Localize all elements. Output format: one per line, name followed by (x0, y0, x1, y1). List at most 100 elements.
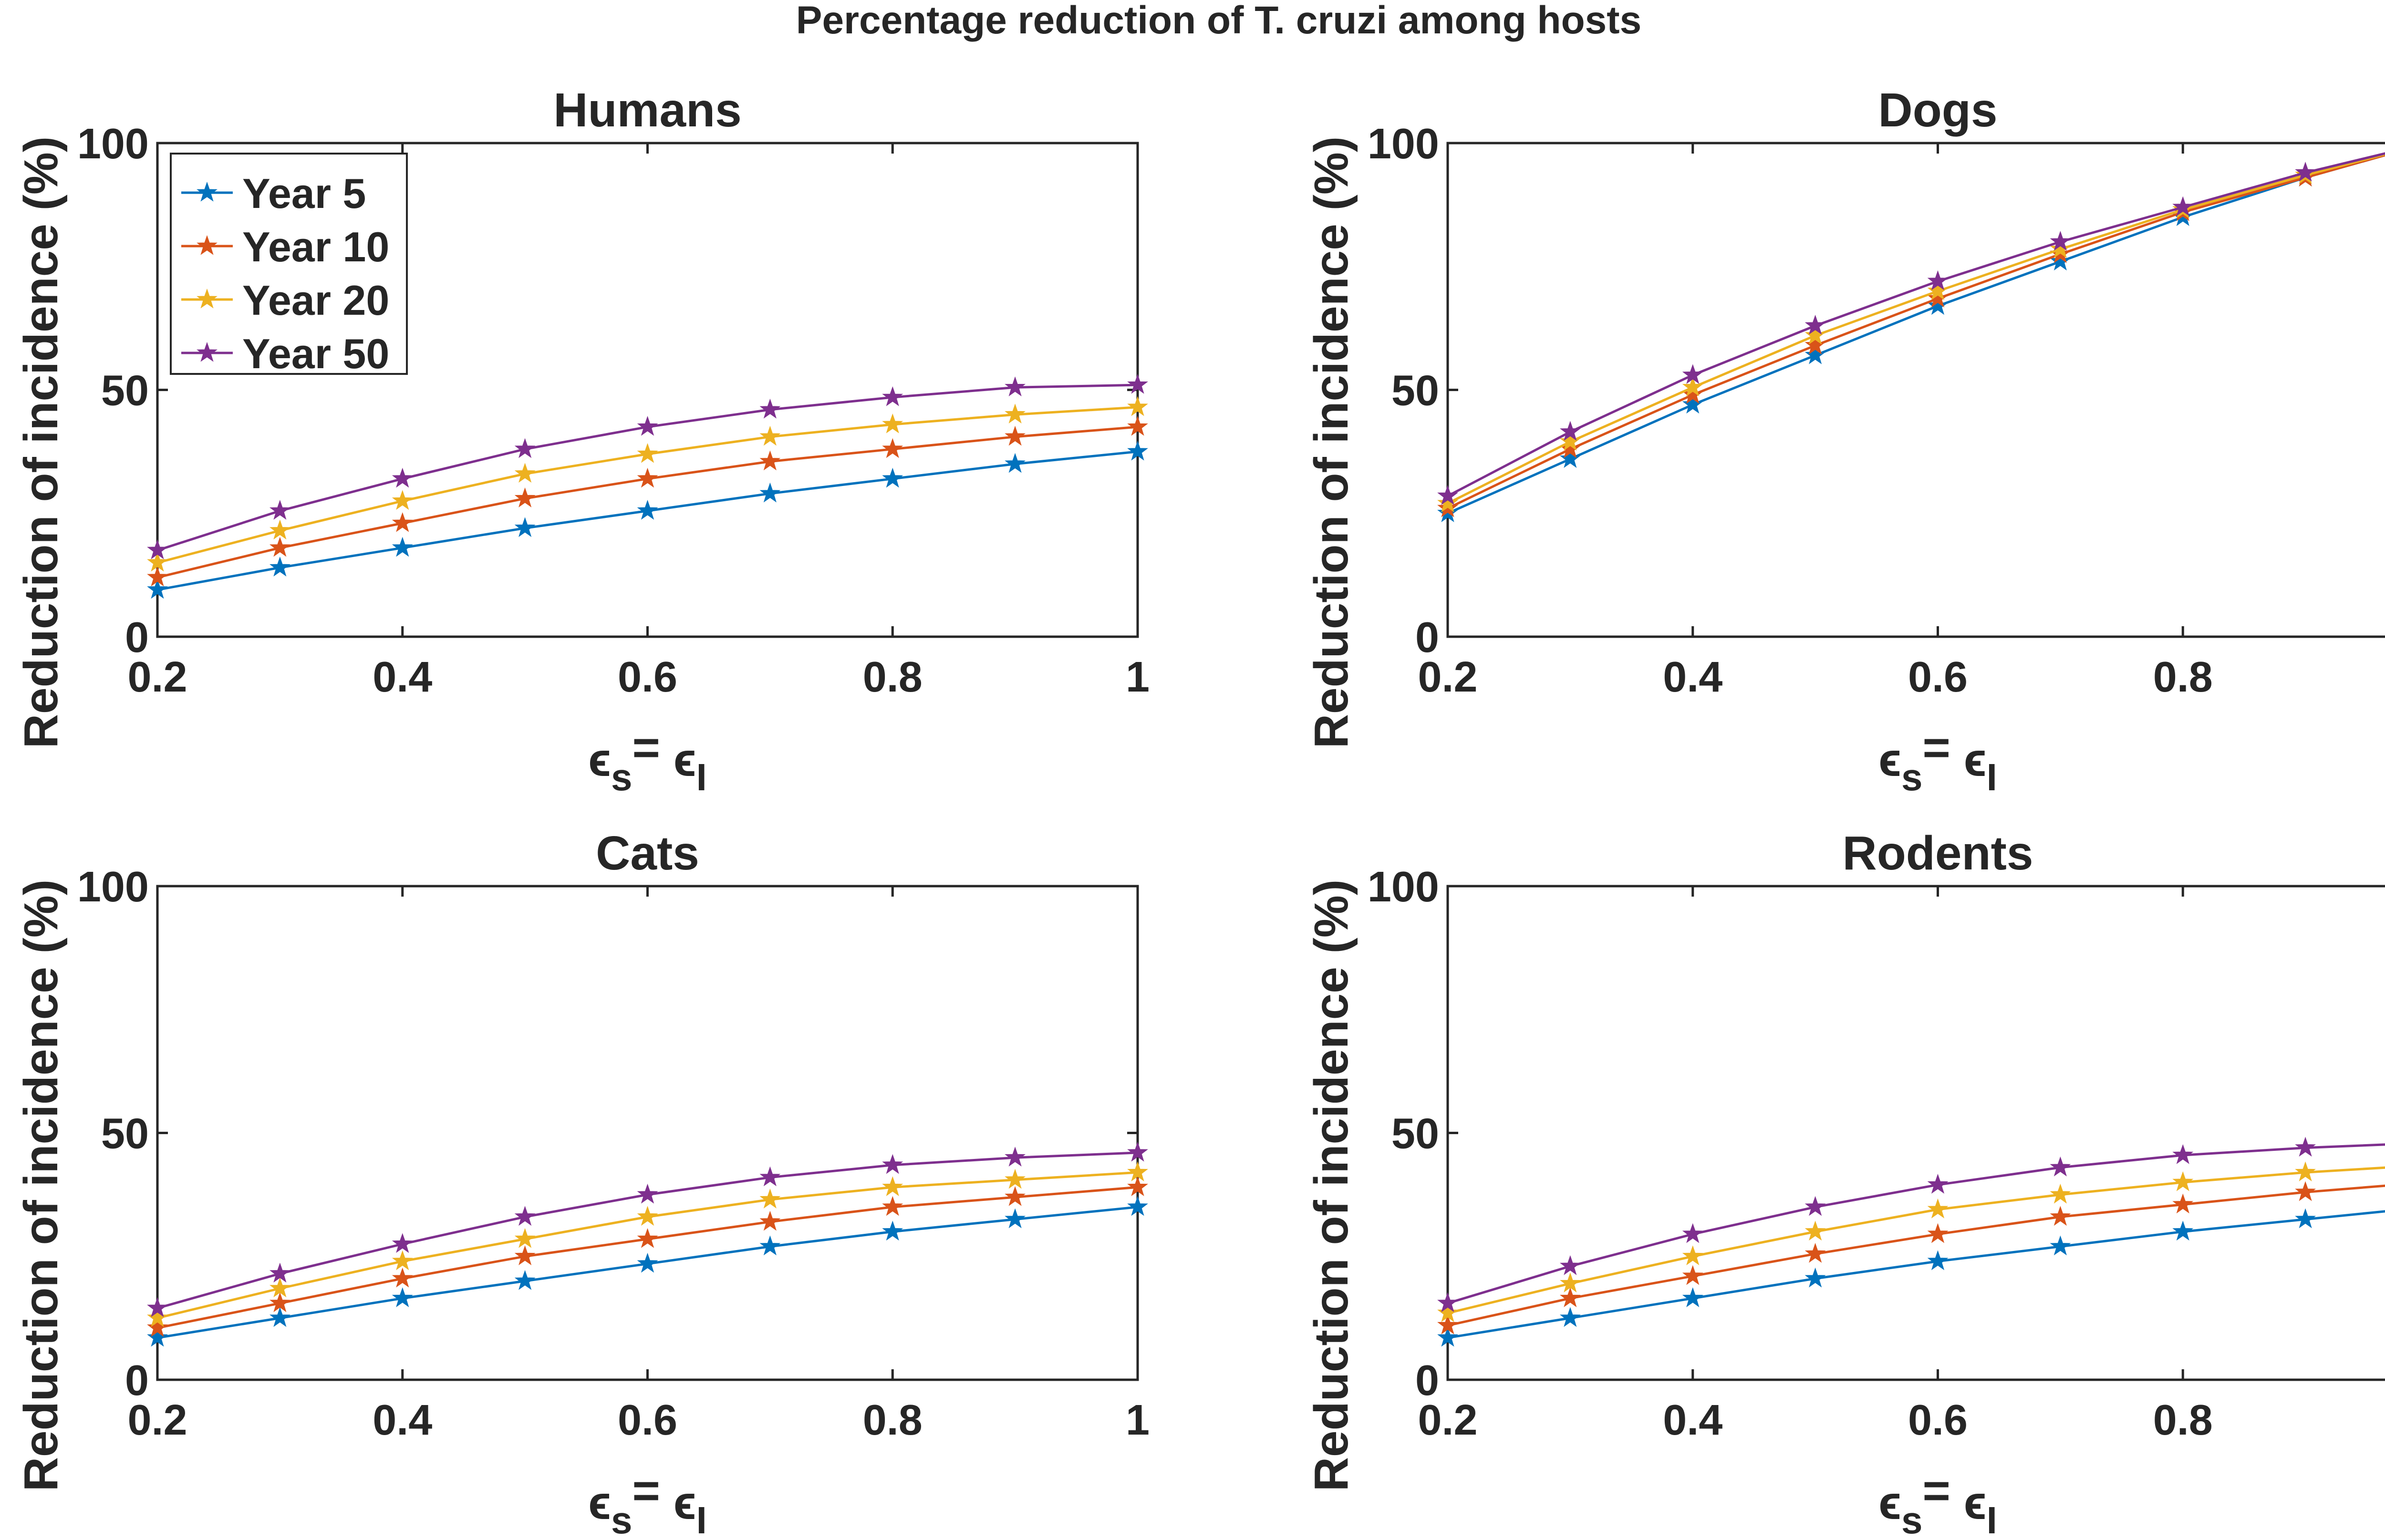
data-point-star (392, 467, 413, 488)
y-tick-label: 50 (1391, 1110, 1439, 1158)
data-point-star (1127, 1196, 1148, 1216)
data-point-star (392, 512, 413, 532)
data-point-star (1127, 1141, 1148, 1162)
data-point-star (1559, 431, 1581, 451)
data-point-star (1804, 334, 1826, 354)
data-point-star (637, 443, 658, 463)
legend-entry: Year 20 (181, 277, 389, 324)
legend-entry: Year 50 (181, 330, 389, 377)
data-point-star (1682, 364, 1703, 384)
data-point-star (882, 1176, 903, 1196)
legend-entry: Year 5 (181, 170, 366, 217)
data-point-star (1005, 425, 1026, 446)
data-point-star (2050, 238, 2071, 258)
data-point-star (1127, 440, 1148, 461)
data-point-star (392, 1287, 413, 1307)
data-point-star (1682, 393, 1703, 414)
data-point-star (392, 1250, 413, 1271)
y-tick-label: 100 (77, 863, 149, 911)
data-point-star (269, 1262, 290, 1283)
panel-title: Dogs (1878, 83, 1998, 137)
data-point-star (147, 1317, 168, 1337)
data-point-star (1559, 1287, 1581, 1307)
data-point-star (2172, 1171, 2194, 1191)
x-label-subscript: s (611, 756, 633, 798)
x-tick-label: 1 (1126, 1396, 1150, 1444)
x-axis-label: ϵs= ϵI (588, 721, 707, 798)
y-tick-label: 0 (1415, 614, 1439, 661)
legend-label: Year 5 (242, 170, 366, 217)
x-axis-label: ϵs= ϵI (1878, 1464, 1997, 1540)
data-point-star (2050, 1183, 2071, 1204)
data-point-star (269, 1292, 290, 1313)
data-point-star (637, 1252, 658, 1273)
data-point-star (637, 416, 658, 436)
data-point-star (269, 519, 290, 540)
x-label-subscript: s (611, 1499, 633, 1540)
data-point-star (1927, 287, 1949, 308)
data-point-star (759, 1166, 781, 1187)
data-point-star (637, 467, 658, 488)
series-year-20 (1437, 1161, 2385, 1322)
legend-label: Year 10 (242, 223, 389, 270)
data-point-star (1560, 448, 1581, 468)
x-axis-label: ϵs= ϵI (1878, 721, 1997, 798)
data-point-star (1559, 421, 1581, 441)
y-tick-label: 50 (101, 367, 149, 415)
data-point-star (1927, 280, 1949, 300)
data-point-star (1005, 1168, 1026, 1189)
data-point-star (1682, 1287, 1703, 1307)
data-point-star (1127, 1161, 1148, 1181)
data-point-star (514, 487, 536, 507)
data-point-star (759, 1189, 781, 1209)
data-point-star (269, 500, 290, 520)
y-tick-label: 50 (101, 1110, 149, 1158)
x-tick-label: 0.4 (373, 653, 432, 701)
x-tick-label: 0.2 (1418, 1396, 1477, 1444)
data-point-star (759, 482, 781, 503)
y-axis-label: Reduction of incidence (%) (1305, 879, 1358, 1491)
data-point-star (1804, 1267, 1826, 1288)
x-tick-label: 0.8 (2153, 1396, 2213, 1444)
data-point-star (2050, 1156, 2071, 1177)
data-point-star (1559, 1255, 1581, 1275)
data-point-star (637, 1206, 658, 1226)
data-point-star (2172, 1220, 2194, 1241)
data-point-star (1005, 1208, 1026, 1229)
x-label-epsilon-2: ϵ (1964, 1476, 1987, 1530)
data-point-star (1682, 1223, 1703, 1243)
x-label-epsilon-2: ϵ (674, 1476, 696, 1530)
y-axis-label: Reduction of incidence (%) (14, 879, 68, 1491)
data-point-star (1804, 344, 1826, 364)
data-point-star (1127, 374, 1148, 394)
data-point-star (514, 1228, 536, 1248)
x-label-epsilon-2: ϵ (1964, 733, 1987, 786)
data-point-star (1437, 492, 1458, 513)
data-point-star (637, 500, 658, 520)
x-tick-label: 0.2 (1418, 653, 1477, 701)
data-point-star (147, 579, 168, 599)
data-point-star (2050, 230, 2071, 251)
data-point-star (882, 1196, 903, 1216)
series-year-5 (147, 1196, 1148, 1347)
data-point-star (1437, 1292, 1458, 1313)
data-point-star (514, 463, 536, 483)
data-point-star (1804, 1220, 1826, 1241)
y-tick-label: 100 (77, 120, 149, 168)
x-tick-label: 0.8 (2153, 653, 2213, 701)
data-point-star (1927, 270, 1949, 290)
legend-entry: Year 10 (181, 223, 389, 270)
x-label-epsilon: ϵ (1878, 1476, 1901, 1530)
data-point-star (392, 537, 413, 557)
x-label-equals: = (1923, 721, 1964, 775)
legend-label: Year 50 (242, 330, 389, 377)
data-point-star (2172, 1144, 2194, 1164)
y-axis-label: Reduction of incidence (%) (1305, 136, 1358, 748)
x-tick-label: 0.6 (618, 1396, 677, 1444)
data-point-star (759, 1210, 781, 1231)
x-label-subscript: s (1901, 756, 1923, 798)
